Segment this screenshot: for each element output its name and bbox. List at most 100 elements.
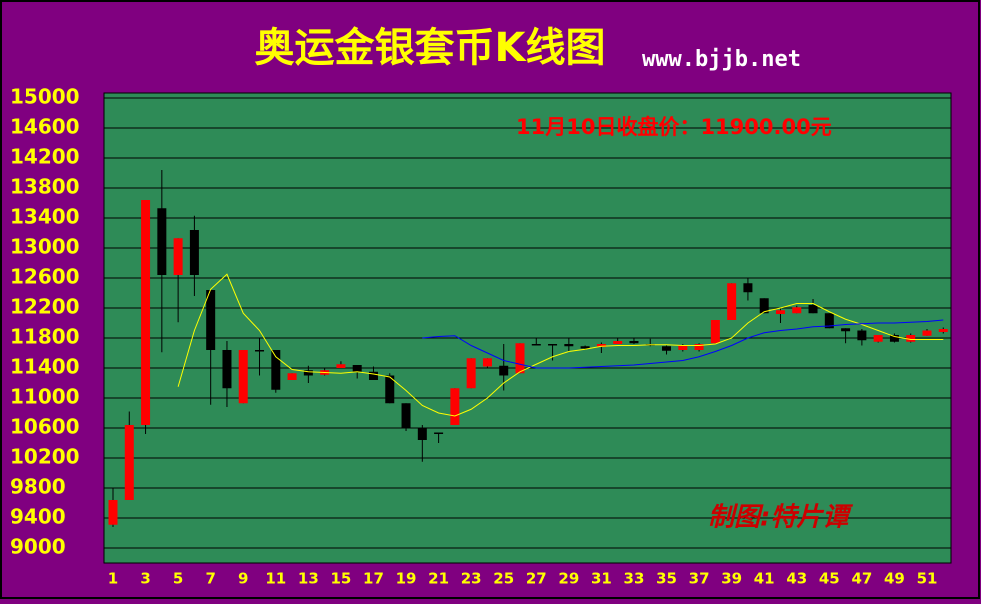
candle-body (271, 350, 281, 390)
x-tick-label: 11 (265, 570, 286, 588)
candle-body (108, 500, 118, 525)
chart-title: 奥运金银套币K线图 (255, 25, 606, 71)
candle-body (743, 283, 753, 293)
x-tick-label: 37 (689, 570, 710, 588)
candle-body (157, 208, 167, 275)
candle-body (922, 330, 932, 336)
x-tick-label: 41 (754, 570, 775, 588)
y-tick-label: 11800 (10, 325, 80, 349)
candle-body (352, 365, 362, 372)
y-tick-label: 11000 (10, 385, 80, 409)
y-tick-label: 10200 (10, 445, 80, 469)
x-tick-label: 5 (173, 570, 183, 588)
average-line (422, 319, 944, 369)
candle-body (938, 329, 948, 332)
y-tick-label: 13400 (10, 205, 80, 229)
y-tick-label: 9800 (10, 475, 66, 499)
candle-body (368, 371, 378, 380)
x-tick-label: 29 (558, 570, 579, 588)
candle-body (841, 328, 851, 332)
candle-body (792, 307, 802, 314)
x-tick-label: 1 (108, 570, 118, 588)
y-tick-label: 13800 (10, 175, 80, 199)
candle-body (857, 330, 867, 341)
y-tick-label: 13000 (10, 235, 80, 259)
x-tick-label: 21 (428, 570, 449, 588)
x-tick-label: 33 (624, 570, 645, 588)
candle-body (596, 344, 606, 347)
candle-body (694, 344, 704, 350)
x-tick-label: 27 (526, 570, 547, 588)
candle-body (450, 388, 460, 425)
candle-body (727, 283, 737, 320)
x-tick-label: 13 (298, 570, 319, 588)
x-tick-label: 51 (917, 570, 938, 588)
candle-body (141, 200, 151, 425)
candle-body (189, 230, 199, 275)
candle-body (385, 375, 395, 404)
candle-body (173, 238, 183, 275)
x-tick-label: 39 (721, 570, 742, 588)
candle-body (564, 344, 574, 347)
candle-body (775, 310, 785, 314)
candle-body (238, 350, 248, 404)
candle-body (255, 350, 265, 352)
x-tick-label: 7 (205, 570, 215, 588)
candle-body (206, 290, 216, 350)
candle-body (759, 298, 769, 314)
y-tick-label: 9000 (10, 535, 66, 559)
candle-body (417, 428, 427, 440)
candle-body (808, 305, 818, 314)
candle-body (401, 403, 411, 428)
x-tick-label: 3 (140, 570, 150, 588)
candle-body (678, 345, 688, 350)
candle-body (336, 364, 346, 368)
candle-body (906, 335, 916, 342)
candle-body (303, 370, 313, 376)
candle-body (580, 346, 590, 349)
y-tick-label: 11400 (10, 355, 80, 379)
x-tick-label: 25 (493, 570, 514, 588)
x-tick-label: 15 (330, 570, 351, 588)
x-tick-label: 9 (238, 570, 248, 588)
y-tick-label: 10600 (10, 415, 80, 439)
candle-body (873, 335, 883, 342)
x-tick-label: 43 (786, 570, 807, 588)
signature: 制图:特片谭 (708, 503, 853, 533)
x-tick-label: 23 (461, 570, 482, 588)
y-tick-label: 14200 (10, 145, 80, 169)
x-tick-label: 47 (851, 570, 872, 588)
candle-body (824, 313, 834, 329)
candle-body (222, 350, 232, 389)
candle-body (613, 341, 623, 344)
y-tick-label: 9400 (10, 505, 66, 529)
candle-body (124, 425, 134, 500)
subtitle: www.bjjb.net (642, 47, 801, 72)
x-tick-label: 49 (884, 570, 905, 588)
candle-body (662, 346, 672, 351)
candle-body (710, 320, 720, 344)
candle-body (482, 358, 492, 367)
candle-body (466, 358, 476, 389)
candle-body (287, 373, 297, 380)
x-tick-label: 19 (396, 570, 417, 588)
candle-body (434, 432, 444, 434)
candle-body (629, 341, 639, 344)
average-line (177, 273, 944, 417)
y-tick-label: 12600 (10, 265, 80, 289)
x-tick-label: 17 (363, 570, 384, 588)
x-tick-label: 35 (656, 570, 677, 588)
y-tick-label: 14600 (10, 115, 80, 139)
y-tick-label: 15000 (10, 85, 80, 109)
x-tick-label: 31 (591, 570, 612, 588)
candle-body (499, 365, 509, 376)
annotation: 11月10日收盘价：11900.00元 (516, 115, 832, 139)
candle-body (515, 343, 525, 374)
candle-body (889, 335, 899, 342)
plot-area (103, 92, 952, 564)
candle-body (531, 344, 541, 346)
x-tick-label: 45 (819, 570, 840, 588)
y-tick-label: 12200 (10, 295, 80, 319)
